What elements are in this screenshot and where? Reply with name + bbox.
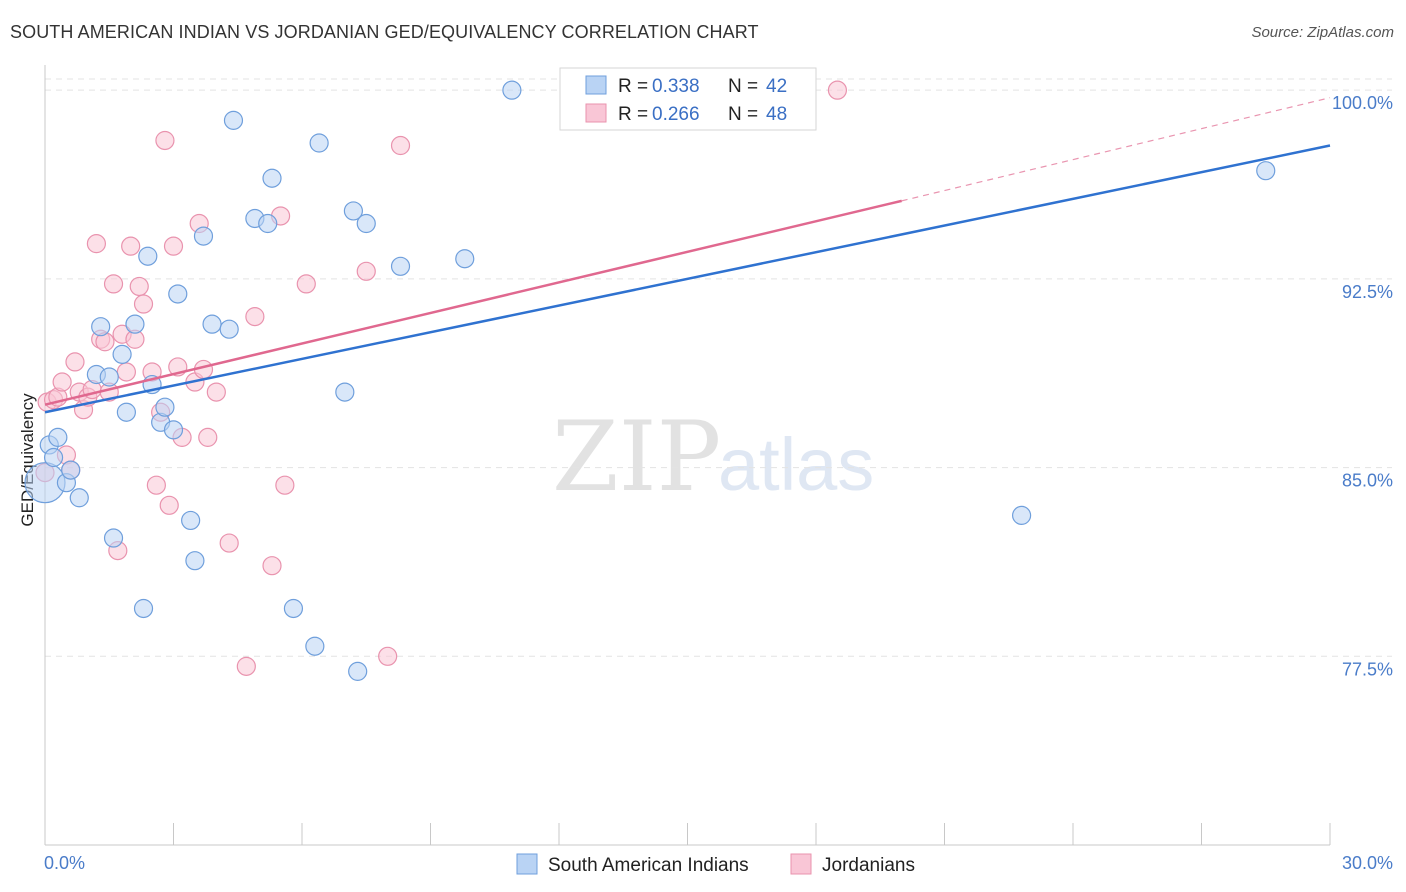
series-legend-pink-swatch <box>790 853 812 875</box>
legend-pink-n-value: 48 <box>766 104 787 125</box>
jordanians-point-37 <box>219 533 239 553</box>
watermark-atlas-text: atlas <box>718 423 874 506</box>
series-legend-blue-swatch <box>516 853 538 875</box>
south-american-indians-point-35 <box>348 661 368 681</box>
legend-blue-swatch <box>585 75 607 95</box>
south-american-indians-point-10 <box>103 528 124 548</box>
legend-pink-n-label: N = <box>728 104 758 125</box>
south-american-indians-point-19 <box>163 420 184 440</box>
south-american-indians-point-34 <box>343 201 363 221</box>
y-axis-label: GED/Equivalency <box>18 393 37 527</box>
jordanians-trend-extension <box>901 97 1331 202</box>
y-tick-label-2: 92.5% <box>1342 282 1393 302</box>
y-tick-label-1: 85.0% <box>1342 471 1393 491</box>
x-tick-label-min: 0.0% <box>44 853 85 873</box>
legend-pink-r-label: R = <box>618 104 648 125</box>
south-american-indians-point-40 <box>1011 505 1032 525</box>
south-american-indians-point-22 <box>185 551 205 571</box>
jordanians-point-42 <box>275 475 295 495</box>
south-american-indians-point-38 <box>455 249 475 269</box>
south-american-indians-point-18 <box>155 397 175 417</box>
jordanians-point-44 <box>356 261 376 281</box>
legend-blue-n-label: N = <box>728 76 758 97</box>
south-american-indians-point-15 <box>138 246 158 266</box>
chart-title: SOUTH AMERICAN INDIAN VS JORDANIAN GED/E… <box>10 22 759 42</box>
south-american-indians-point-33 <box>335 382 355 402</box>
south-american-indians-point-29 <box>262 168 282 188</box>
grid-lines <box>45 78 1392 657</box>
jordanians-point-46 <box>390 135 411 156</box>
south-american-indians-points <box>24 80 1276 681</box>
south-american-indians-point-41 <box>1256 161 1276 181</box>
jordanians-point-29 <box>163 236 184 256</box>
jordanians-point-45 <box>378 646 398 666</box>
south-american-indians-point-39 <box>502 80 522 100</box>
south-american-indians-point-30 <box>283 598 304 619</box>
south-american-indians-point-20 <box>168 284 188 304</box>
jordanians-point-16 <box>103 274 124 294</box>
jordanians-point-7 <box>65 352 85 372</box>
jordanians-point-36 <box>206 382 226 402</box>
south-american-indians-point-3 <box>48 427 68 447</box>
jordanians-point-27 <box>155 130 175 151</box>
south-american-indians-point-11 <box>112 344 132 364</box>
south-american-indians-point-28 <box>258 213 278 234</box>
jordanians-point-28 <box>159 495 179 515</box>
jordanians-point-25 <box>146 475 166 495</box>
jordanians-point-47 <box>827 80 848 100</box>
jordanians-point-40 <box>262 556 282 576</box>
legend-pink-r-value: 0.266 <box>652 104 700 125</box>
jordanians-point-23 <box>133 294 154 314</box>
jordanians-point-43 <box>296 274 316 294</box>
south-american-indians-point-9 <box>99 367 119 387</box>
south-american-indians-point-5 <box>61 460 81 480</box>
south-american-indians-point-32 <box>309 133 329 153</box>
y-tick-label-0: 77.5% <box>1342 659 1393 679</box>
jordanians-point-19 <box>116 362 136 382</box>
legend-blue-n-value: 42 <box>766 76 787 97</box>
south-american-indians-point-25 <box>219 319 239 339</box>
series-legend-blue-label: South American Indians <box>548 855 749 876</box>
watermark-zip-text: ZIP <box>552 401 721 513</box>
jordanians-point-4 <box>52 372 72 392</box>
jordanians-point-39 <box>245 307 265 327</box>
jordanians-point-22 <box>129 276 149 297</box>
south-american-indians-point-2 <box>43 447 64 468</box>
trend-lines <box>44 97 1331 414</box>
legend-pink-swatch <box>585 103 607 123</box>
south-american-indians-point-31 <box>305 636 325 656</box>
south-american-indians-point-36 <box>356 213 376 234</box>
source-credit: Source: ZipAtlas.com <box>1251 24 1394 41</box>
jordanians-points <box>35 80 848 676</box>
jordanians-trend-line <box>44 199 902 406</box>
x-tick-label-max: 30.0% <box>1342 853 1393 873</box>
series-legend: South American Indians Jordanians <box>516 853 915 876</box>
correlation-legend: R = 0.338 N = 42 R = 0.266 N = 48 <box>559 67 817 131</box>
south-american-indians-point-12 <box>116 402 136 422</box>
south-american-indians-point-6 <box>69 488 89 508</box>
zipatlas-watermark: ZIP atlas <box>552 401 874 513</box>
legend-blue-r-label: R = <box>618 76 648 97</box>
south-american-indians-point-23 <box>193 226 214 246</box>
jordanians-point-12 <box>86 234 107 254</box>
south-american-indians-point-37 <box>390 256 411 276</box>
south-american-indians-point-14 <box>133 598 154 619</box>
south-american-indians-point-13 <box>125 314 145 334</box>
jordanians-point-35 <box>198 427 218 447</box>
y-tick-label-3: 100.0% <box>1332 93 1393 113</box>
south-american-indians-point-21 <box>181 510 201 531</box>
south-american-indians-trend-line <box>44 144 1331 414</box>
legend-blue-r-value: 0.338 <box>652 76 700 97</box>
series-legend-pink-label: Jordanians <box>822 855 915 876</box>
south-american-indians-point-24 <box>202 314 222 334</box>
jordanians-point-20 <box>121 236 141 256</box>
south-american-indians-point-26 <box>223 110 244 130</box>
tick-labels: 77.5% 85.0% 92.5% 100.0% 0.0% 30.0% <box>44 93 1393 873</box>
south-american-indians-point-8 <box>91 317 111 337</box>
jordanians-point-38 <box>236 656 256 676</box>
